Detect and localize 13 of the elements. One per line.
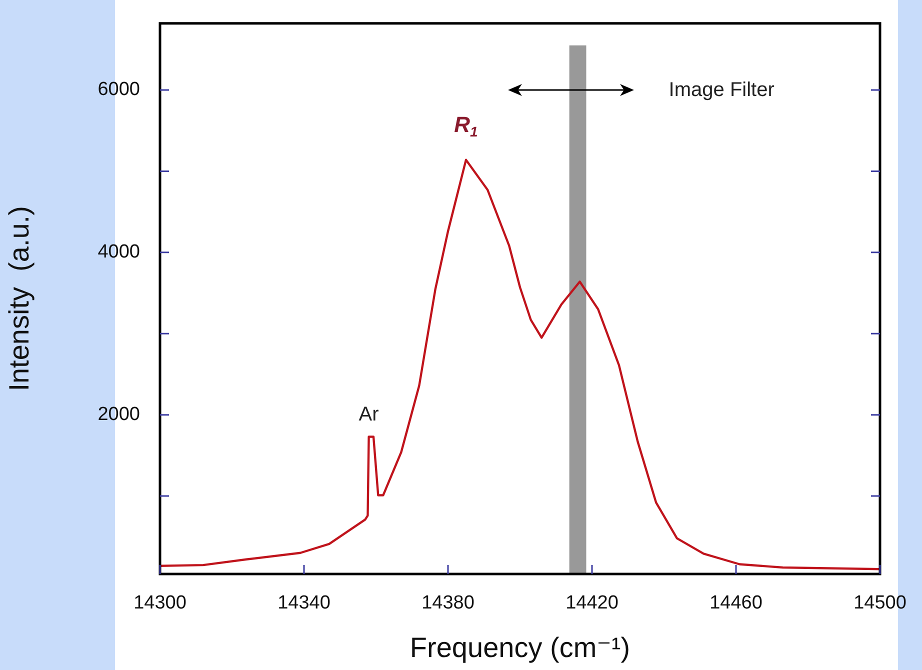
annotation: Ar: [358, 403, 380, 426]
y-tick-label: 4000: [98, 242, 140, 263]
annotation: Image Filter: [668, 78, 775, 101]
x-axis-title: Frequency (cm⁻¹): [410, 632, 630, 663]
x-tick-label: 14340: [278, 592, 330, 614]
x-tick-label: 14460: [710, 592, 762, 614]
x-tick-label: 14380: [422, 592, 474, 614]
y-tick-label: 6000: [98, 79, 140, 100]
x-tick-label: 14300: [134, 592, 186, 614]
y-axis-title: Intensity (a.u.): [4, 206, 35, 392]
x-tick-label: 14420: [566, 592, 618, 614]
y-tick-label: 2000: [98, 404, 140, 426]
x-tick-label: 14500: [854, 592, 906, 614]
